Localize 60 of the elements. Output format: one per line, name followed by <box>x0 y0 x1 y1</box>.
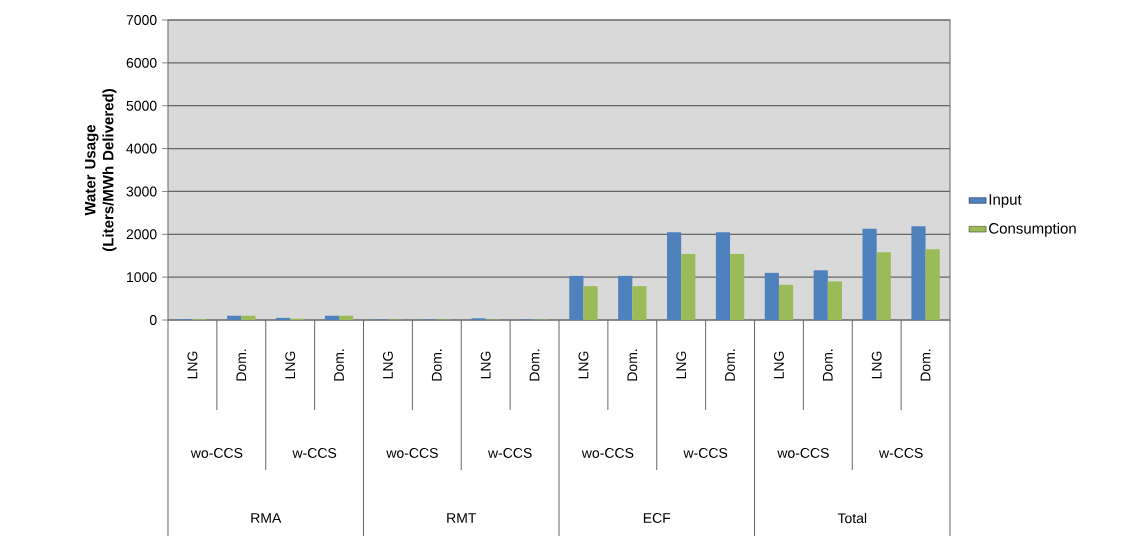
y-tick-label: 7000 <box>126 15 157 25</box>
bar <box>730 254 745 320</box>
text: wo-CCS <box>777 448 829 458</box>
bar <box>339 315 354 320</box>
y-tick-label: 4000 <box>126 143 157 154</box>
bar <box>227 315 242 320</box>
y-tick-label: 3000 <box>126 186 157 197</box>
y-axis-title: Water Usage (Liters/MWh Delivered) <box>85 89 117 251</box>
bar <box>583 286 598 320</box>
x-tick-label: Dom. <box>822 349 833 381</box>
text: wo-CCS <box>386 448 438 458</box>
bar <box>241 315 256 320</box>
text: Total <box>837 512 867 524</box>
x-tick-label: LNG <box>285 351 296 379</box>
bar <box>778 284 794 320</box>
text: w-CCS <box>292 448 337 458</box>
bar <box>276 317 291 320</box>
text: wo-CCS <box>190 448 243 458</box>
x-tick-label: LNG <box>773 351 784 379</box>
text: wo-CCS <box>581 448 634 458</box>
x-tick-label: Dom. <box>920 349 931 381</box>
bar <box>862 228 877 320</box>
x-tick-label: Dom. <box>529 349 540 381</box>
x-tick-label: Dom. <box>431 349 442 381</box>
legend-label: Consumption <box>989 222 1076 237</box>
x-tick-label: Dom. <box>627 349 638 381</box>
text: w-CCS <box>487 448 532 458</box>
x-tick-label: LNG <box>871 351 882 379</box>
y-tick-label: 1000 <box>127 272 157 283</box>
x-tick-label: LNG <box>480 351 491 379</box>
bar <box>911 226 926 320</box>
x-tick-label: LNG <box>382 351 393 379</box>
x-tick-label: LNG <box>578 351 589 379</box>
bar <box>632 286 647 320</box>
text: ECF <box>643 513 671 523</box>
bar <box>876 252 891 320</box>
text: RMA <box>251 513 282 523</box>
legend-label: Input <box>989 194 1022 208</box>
text: w-CCS <box>878 448 923 458</box>
text: RMT <box>447 513 477 523</box>
bar <box>618 275 633 320</box>
y-tick-label: 0 <box>149 315 157 325</box>
bar <box>324 315 340 320</box>
bar <box>764 272 779 320</box>
x-tick-label: LNG <box>676 351 687 379</box>
bar <box>681 254 696 320</box>
x-tick-label: Dom. <box>725 349 735 381</box>
x-tick-label: Dom. <box>334 349 344 381</box>
text: w-CCS <box>683 448 728 458</box>
x-tick-label: Dom. <box>236 349 247 381</box>
bar <box>667 232 682 320</box>
bar <box>813 270 828 320</box>
bar <box>715 232 731 320</box>
bar <box>827 281 842 320</box>
y-tick-label: 6000 <box>126 57 157 68</box>
bar <box>925 249 940 320</box>
bar <box>569 275 584 320</box>
y-tick-label: 5000 <box>126 100 157 111</box>
y-tick-label: 2000 <box>126 229 157 240</box>
x-tick-label: LNG <box>187 351 198 379</box>
